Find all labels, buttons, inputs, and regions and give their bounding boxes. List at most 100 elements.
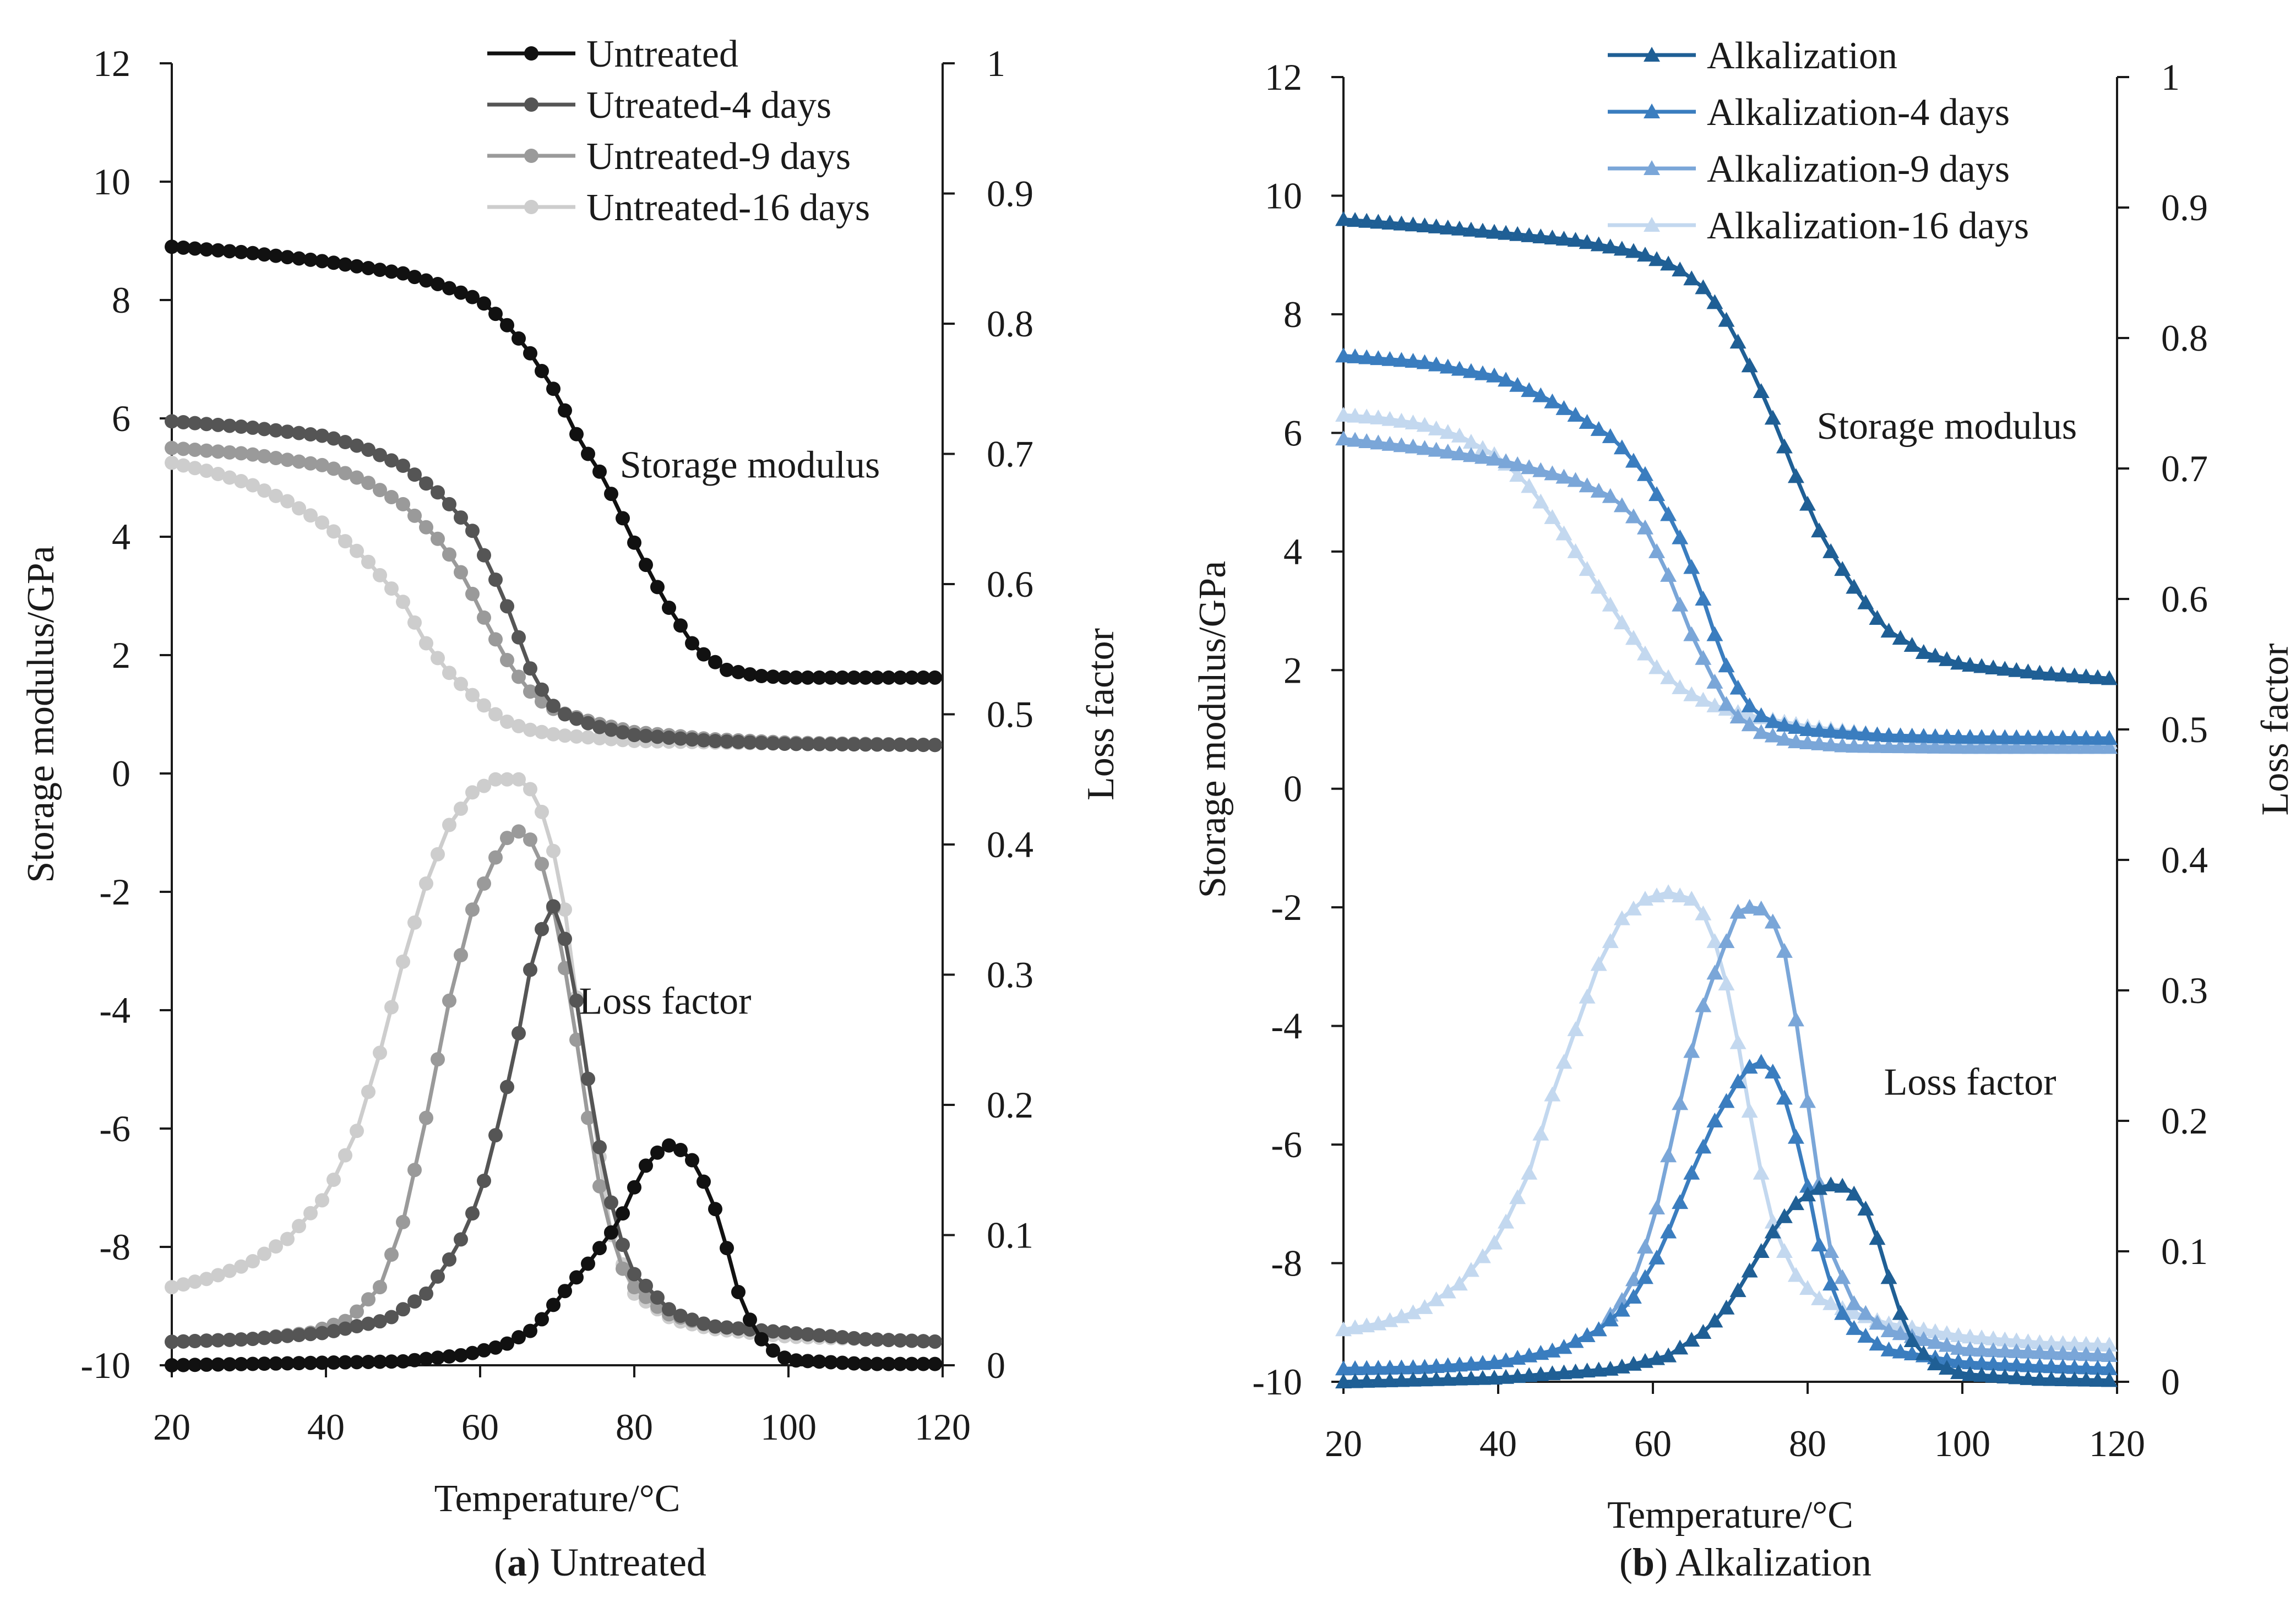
storage-point <box>1509 226 1526 241</box>
storage-point <box>1695 591 1712 606</box>
loss-point <box>743 1312 757 1327</box>
legend-item-alkalization-4-days: Alkalization-4 days <box>1608 91 2010 134</box>
annotation-storage-modulus: Storage modulus <box>620 444 880 487</box>
storage-point <box>246 447 260 462</box>
loss-point <box>1555 1054 1573 1069</box>
loss-point <box>731 1321 746 1336</box>
storage-point <box>1764 713 1781 728</box>
loss-point <box>512 772 526 787</box>
storage-point <box>1381 351 1399 366</box>
storage-point <box>1544 509 1561 524</box>
storage-point <box>1729 334 1747 349</box>
storage-point <box>303 252 318 267</box>
loss-point <box>1869 1315 1886 1330</box>
loss-point <box>1938 1351 1955 1366</box>
loss-point <box>592 1179 607 1194</box>
storage-point <box>2008 729 2025 744</box>
loss-point <box>1753 1164 1770 1180</box>
storage-point <box>1996 739 2014 754</box>
loss-point <box>1822 1243 1840 1258</box>
x-tick-label: 60 <box>461 1406 499 1448</box>
storage-point <box>1428 420 1445 435</box>
storage-point <box>592 720 607 734</box>
storage-point <box>754 735 769 750</box>
loss-point <box>165 1280 179 1295</box>
loss-point <box>1625 900 1642 916</box>
loss-point <box>234 1332 248 1347</box>
series-alkalization-4-days <box>1335 347 2118 1376</box>
legend-label: Alkalization-16 days <box>1707 205 2029 247</box>
loss-markers <box>165 899 942 1349</box>
loss-point <box>1741 1103 1758 1118</box>
storage-point <box>373 568 387 582</box>
storage-point <box>407 508 422 523</box>
storage-point <box>847 670 861 685</box>
loss-point <box>1846 1320 1863 1335</box>
storage-point <box>1347 407 1364 423</box>
storage-point <box>1927 728 1944 743</box>
right-y-tick-label: 0.8 <box>987 303 1033 345</box>
storage-point <box>234 244 248 259</box>
storage-point <box>500 652 514 667</box>
loss-point <box>419 876 433 891</box>
storage-point <box>1590 421 1607 436</box>
storage-point <box>1555 231 1573 246</box>
loss-point <box>1787 1195 1804 1211</box>
loss-point <box>1695 1323 1712 1339</box>
storage-point <box>569 729 584 744</box>
storage-point <box>431 651 445 666</box>
loss-point <box>1636 1269 1653 1284</box>
loss-point <box>2054 1358 2071 1374</box>
storage-point <box>1370 350 1387 366</box>
loss-point <box>650 1290 665 1305</box>
storage-point <box>1498 225 1515 240</box>
loss-point <box>1358 1360 1375 1375</box>
left-y-tick-label: 4 <box>112 516 130 558</box>
loss-point <box>454 1232 468 1247</box>
loss-markers <box>1335 884 2118 1352</box>
storage-point <box>188 241 202 256</box>
loss-point <box>1834 1269 1851 1284</box>
storage-point <box>1846 579 1863 594</box>
loss-point <box>858 1356 873 1371</box>
storage-point <box>477 548 491 563</box>
loss-point <box>2043 1344 2060 1360</box>
storage-point <box>546 699 561 713</box>
loss-point <box>1683 1332 1700 1347</box>
storage-point <box>1706 673 1723 689</box>
legend-label: Alkalization-9 days <box>1707 148 2010 190</box>
loss-point <box>1509 1368 1526 1383</box>
storage-point <box>731 734 746 749</box>
storage-point <box>1335 347 1352 363</box>
storage-point <box>592 731 607 746</box>
loss-point <box>2031 1371 2048 1386</box>
loss-point <box>407 1294 422 1309</box>
loss-point <box>361 1354 376 1369</box>
loss-point <box>1903 1345 1920 1361</box>
left-y-tick-label: 12 <box>1265 56 1302 98</box>
storage-point <box>280 250 295 265</box>
annotation-loss-factor: Loss factor <box>579 980 752 1022</box>
storage-point <box>685 636 699 651</box>
loss-point <box>1927 1355 1944 1371</box>
loss-point <box>361 1085 376 1099</box>
storage-point <box>454 285 468 300</box>
loss-point <box>1776 942 1793 958</box>
loss-point <box>350 1124 364 1138</box>
loss-point <box>824 1329 838 1344</box>
storage-point <box>361 442 376 457</box>
loss-point <box>812 1328 826 1343</box>
loss-point <box>1776 1089 1793 1105</box>
loss-point <box>928 1356 942 1371</box>
storage-point <box>1903 727 1920 743</box>
loss-point <box>1892 1305 1909 1320</box>
storage-point <box>1938 728 1955 744</box>
loss-point <box>558 902 572 917</box>
loss-point <box>246 1356 260 1371</box>
loss-point <box>2101 1347 2118 1363</box>
loss-point <box>2043 1358 2060 1374</box>
left-y-tick-label: 10 <box>1265 175 1302 216</box>
loss-point <box>1613 1301 1630 1317</box>
caption-letter: b <box>1633 1540 1655 1584</box>
loss-point <box>789 1326 803 1341</box>
